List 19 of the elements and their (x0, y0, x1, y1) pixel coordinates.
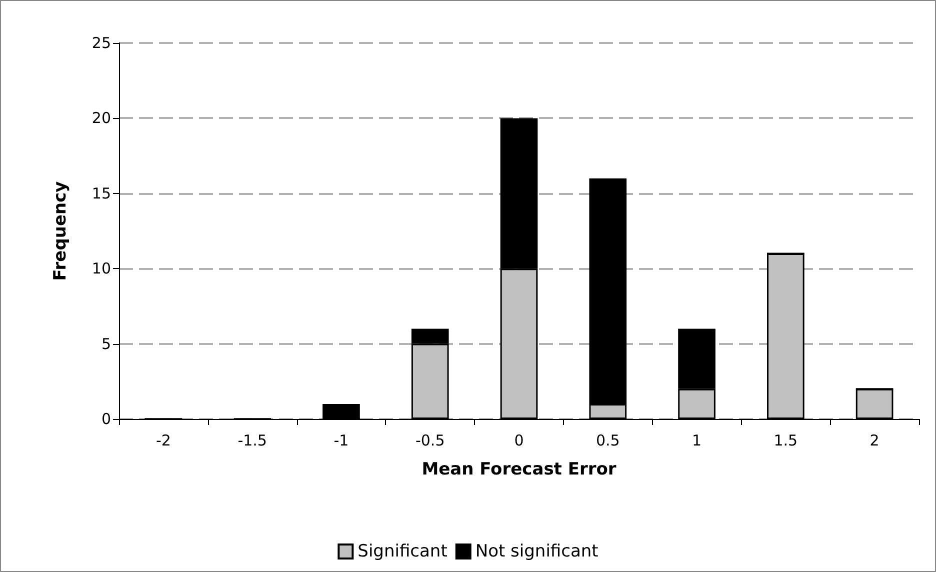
x-tick-label: 1 (692, 432, 702, 450)
y-tick-label: 5 (101, 334, 111, 353)
x-tick-label: 0.5 (596, 432, 620, 450)
y-axis-title: Frequency (50, 181, 70, 281)
y-tick-label: 25 (92, 34, 111, 52)
x-tick-label: -0.5 (415, 432, 445, 450)
x-tick-label: 2 (870, 432, 880, 450)
x-axis-title: Mean Forecast Error (422, 460, 617, 480)
x-tick-label: -2 (156, 432, 171, 450)
x-tick-label: 0 (514, 432, 524, 450)
x-tick-label: -1.5 (238, 432, 267, 450)
x-tick-label: -1 (334, 432, 349, 450)
y-tick-label: 0 (101, 410, 111, 428)
y-tick-label: 20 (92, 109, 111, 128)
x-tick-label: 1.5 (774, 432, 798, 450)
legend-label: Significant (358, 542, 448, 562)
y-tick-label: 15 (92, 184, 111, 202)
legend-label: Not significant (475, 542, 599, 562)
y-tick-label: 10 (92, 260, 111, 278)
